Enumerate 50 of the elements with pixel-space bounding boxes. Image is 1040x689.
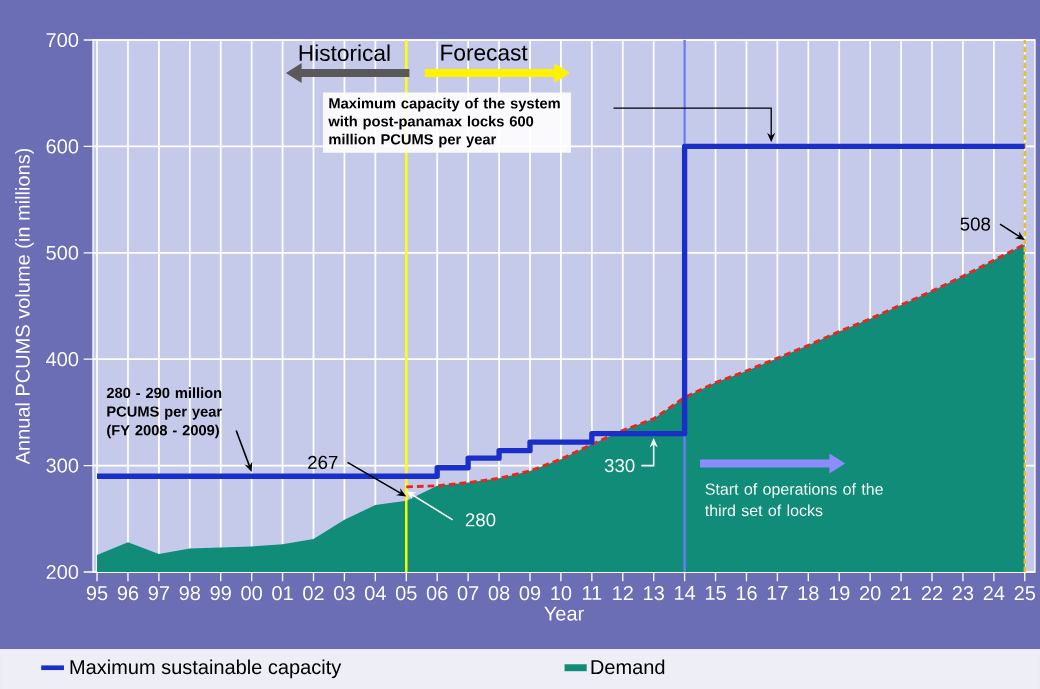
annotation: 267 — [308, 455, 338, 470]
x-tick-label: 96 — [117, 586, 139, 601]
x-tick-label: 23 — [952, 586, 974, 601]
y-tick-label: 200 — [46, 564, 79, 580]
x-tick-label: 06 — [426, 586, 448, 601]
x-tick-label: 25 — [1014, 586, 1036, 601]
y-tick-label: 700 — [46, 32, 79, 48]
x-tick-label: 10 — [551, 586, 572, 601]
y-axis-title: Annual PCUMS volume (in millions) — [15, 148, 34, 465]
x-tick-label: 16 — [736, 586, 757, 601]
y-tick-label: 500 — [46, 245, 79, 260]
x-tick-label: 20 — [860, 586, 881, 601]
x-tick-label: 05 — [395, 586, 417, 601]
x-tick-label: 02 — [303, 586, 324, 601]
x-tick-label: 08 — [488, 586, 510, 601]
annotation: Historical — [299, 44, 390, 62]
x-tick-label: 00 — [241, 586, 262, 601]
x-tick-label: 98 — [179, 586, 201, 601]
x-axis-title: Year — [544, 606, 584, 621]
x-tick-label: 13 — [644, 586, 664, 601]
legend-label: Demand — [591, 659, 665, 675]
x-tick-label: 99 — [210, 586, 231, 601]
x-tick-label: 14 — [675, 586, 696, 600]
x-tick-label: 04 — [365, 586, 386, 601]
annotation: 508 — [960, 217, 991, 231]
y-tick-label: 600 — [46, 139, 79, 154]
x-tick-label: 17 — [767, 586, 788, 600]
x-tick-label: 24 — [983, 586, 1005, 600]
y-tick-label: 300 — [46, 458, 79, 473]
x-tick-label: 97 — [148, 586, 169, 601]
annotation: Forecast — [441, 44, 528, 61]
annotation: 280 - 290 million PCUMS per year (FY 2008 - 2009) — [106, 387, 222, 439]
x-tick-label: 21 — [890, 586, 912, 600]
x-tick-label: 95 — [86, 586, 108, 601]
x-tick-label: 22 — [921, 586, 943, 600]
x-tick-label: 19 — [829, 586, 850, 601]
annotation: Maximum capacity of the system with post-panamax locks 600 million PCUMS per year — [328, 97, 560, 148]
annotation: 280 — [465, 513, 496, 527]
x-tick-label: 15 — [705, 586, 726, 600]
x-tick-label: 03 — [334, 586, 355, 601]
x-tick-label: 09 — [519, 586, 541, 601]
x-tick-label: 07 — [457, 586, 479, 601]
annotation: Start of operations of the third set of locks — [705, 483, 883, 517]
legend-label: Maximum sustainable capacity — [70, 659, 342, 679]
y-tick-label: 400 — [46, 352, 79, 367]
x-tick-label: 11 — [582, 586, 602, 600]
annotation: 330 — [604, 458, 635, 473]
x-tick-label: 12 — [613, 586, 633, 600]
x-tick-label: 18 — [798, 586, 819, 601]
x-tick-label: 01 — [272, 586, 293, 601]
